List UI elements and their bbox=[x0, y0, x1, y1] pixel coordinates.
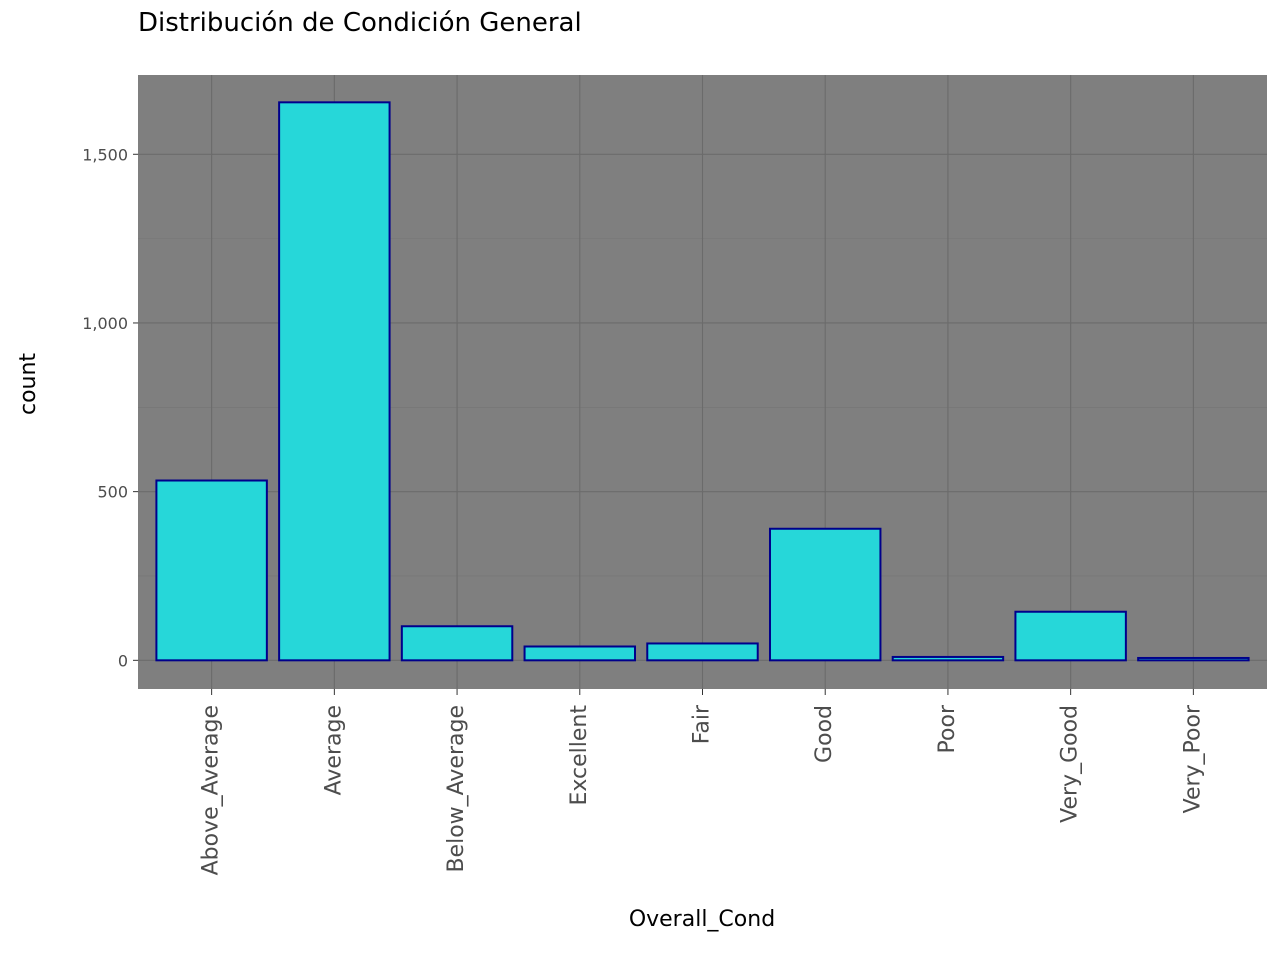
y-tick-label: 1,000 bbox=[82, 314, 128, 333]
y-tick-label: 500 bbox=[97, 483, 128, 502]
bars bbox=[155, 101, 1250, 662]
bar-very-good bbox=[1014, 610, 1127, 662]
y-tick-label: 0 bbox=[118, 651, 128, 670]
y-axis-title: count bbox=[16, 353, 41, 415]
x-axis-title: Overall_Cond bbox=[629, 907, 775, 932]
bar-fair bbox=[646, 642, 759, 662]
axes: 0 500 1,000 1,500 Above_Average Average Below_… bbox=[82, 145, 1205, 875]
bar-very-poor bbox=[1137, 656, 1250, 662]
bar-good bbox=[768, 527, 882, 662]
x-tick-label: Very_Poor bbox=[1180, 704, 1205, 813]
bar-below-average bbox=[400, 625, 514, 662]
x-tick-label: Fair bbox=[690, 704, 715, 744]
bar-average bbox=[278, 101, 391, 662]
x-tick-label: Poor bbox=[935, 704, 960, 753]
chart-title: Distribución de Condición General bbox=[138, 8, 582, 38]
bar-excellent bbox=[523, 645, 637, 662]
y-tick-label: 1,500 bbox=[82, 145, 128, 164]
x-tick-label: Excellent bbox=[567, 705, 592, 806]
x-tick-label: Above_Average bbox=[199, 705, 224, 875]
x-tick-label: Good bbox=[812, 705, 837, 763]
bar-above-average bbox=[155, 479, 268, 662]
bar-poor bbox=[891, 655, 1005, 662]
x-tick-label: Below_Average bbox=[444, 705, 469, 873]
x-tick-label: Very_Good bbox=[1058, 705, 1083, 823]
x-tick-label: Average bbox=[321, 705, 346, 795]
